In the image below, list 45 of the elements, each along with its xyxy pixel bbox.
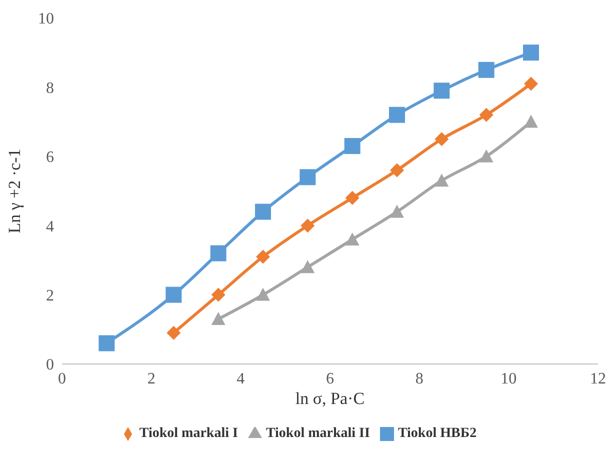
x-tick-label: 12 bbox=[590, 370, 606, 388]
point bbox=[479, 149, 494, 162]
y-tick-label: 8 bbox=[46, 80, 54, 97]
point bbox=[210, 245, 226, 262]
point bbox=[98, 335, 115, 352]
point bbox=[390, 204, 404, 218]
point bbox=[389, 106, 405, 123]
point bbox=[166, 286, 182, 303]
point bbox=[300, 260, 315, 274]
point bbox=[434, 132, 449, 146]
legend-label: Tiokol markali I bbox=[139, 426, 238, 441]
point bbox=[523, 44, 539, 61]
point bbox=[390, 163, 404, 178]
x-tick-label: 0 bbox=[58, 370, 66, 388]
point bbox=[300, 218, 315, 233]
x-tick-label: 8 bbox=[415, 370, 424, 388]
legend-label: Tiokol markali II bbox=[266, 426, 370, 441]
point bbox=[211, 312, 226, 326]
point bbox=[300, 169, 316, 186]
point bbox=[211, 288, 226, 302]
x-tick-label: 6 bbox=[326, 370, 334, 388]
point bbox=[345, 190, 360, 205]
point bbox=[255, 204, 271, 220]
point bbox=[256, 288, 270, 301]
point bbox=[344, 138, 360, 154]
y-tick-label: 6 bbox=[46, 149, 54, 166]
y-tick-label: 0 bbox=[46, 356, 54, 374]
point bbox=[524, 76, 538, 91]
point bbox=[345, 232, 360, 246]
point bbox=[256, 250, 270, 264]
x-tick-label: 4 bbox=[236, 370, 245, 388]
x-tick-label: 2 bbox=[147, 370, 156, 388]
point bbox=[434, 82, 450, 99]
point bbox=[479, 108, 494, 122]
point bbox=[434, 174, 449, 187]
y-axis-title: Ln γ +2 ·c-1 bbox=[5, 148, 24, 234]
point bbox=[524, 114, 538, 128]
legend-label: Tiokol НВБ2 bbox=[398, 426, 477, 441]
point bbox=[478, 62, 494, 78]
x-axis-title: ln σ, Pa·C bbox=[295, 389, 365, 408]
point bbox=[166, 326, 181, 340]
y-tick-label: 4 bbox=[46, 218, 54, 236]
y-tick-label: 2 bbox=[46, 287, 54, 304]
y-tick-label: 10 bbox=[38, 10, 54, 28]
x-tick-label: 10 bbox=[500, 370, 517, 388]
